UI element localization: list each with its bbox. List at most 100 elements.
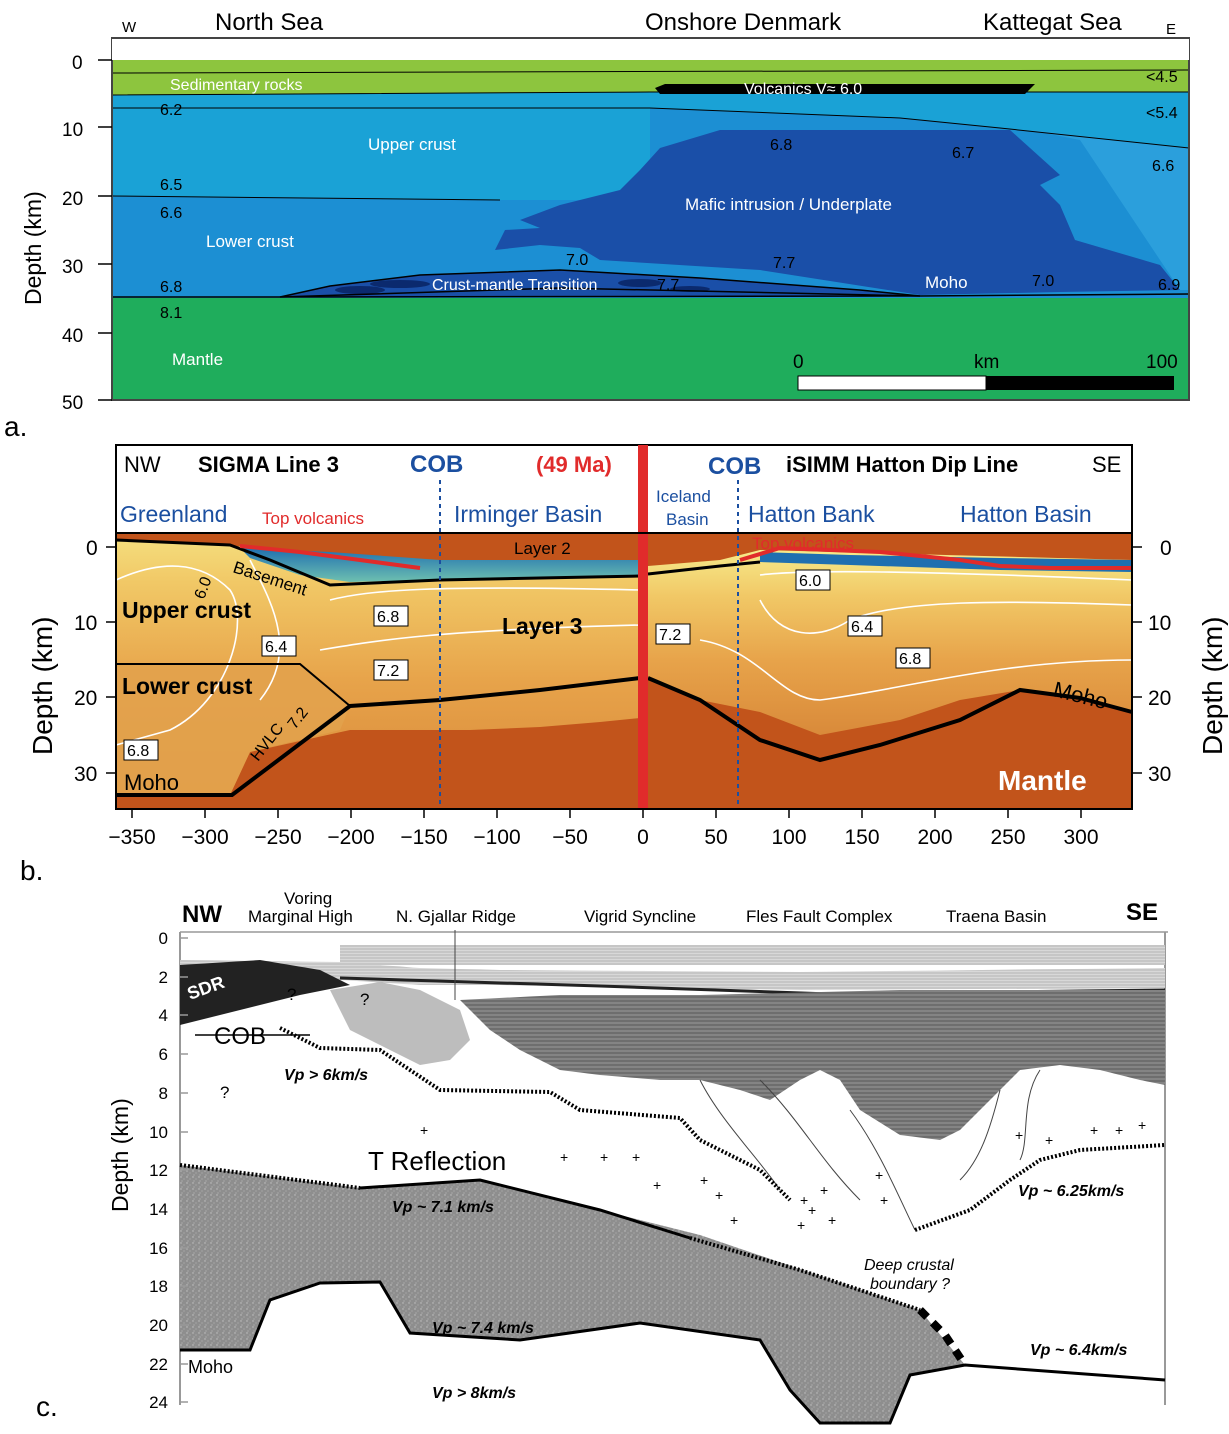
panel-c-vp625-boundary [914, 1143, 1166, 1232]
panel-b-x-tick: 300 [1063, 826, 1098, 849]
panel-c-vp8: Vp > 8km/s [432, 1385, 516, 1402]
panel-a-y-tick-10: 10 [62, 120, 83, 141]
panel-a-volcanics [655, 84, 1035, 94]
panel-a-east-block [1030, 130, 1189, 290]
panel-c-cob: COB [214, 1023, 266, 1050]
panel-b-y-tick-20-left: 20 [74, 687, 97, 710]
panel-b-region-hatton-bank: Hatton Bank [748, 501, 875, 527]
panel-a-label-lower-crust: Lower crust [206, 232, 294, 251]
panel-a-label-moho: Moho [925, 273, 968, 292]
panel-b-upper-crust: Upper crust [122, 597, 251, 623]
svg-text:+: + [700, 1172, 708, 1188]
panel-c-region-traena: Traena Basin [946, 907, 1046, 926]
panel-b-x-tick: −350 [108, 826, 155, 849]
panel-b-top-volcanics-east [739, 545, 1132, 570]
panel-a-scale-start: 0 [793, 352, 804, 373]
svg-text:+: + [1115, 1122, 1123, 1138]
panel-b-x-tick: 0 [637, 826, 649, 849]
panel-b-x-tick: 50 [704, 826, 727, 849]
panel-a-v77b: 7.7 [657, 277, 679, 294]
svg-text:+: + [1045, 1132, 1053, 1148]
panel-b-contour-64-east: 6.4 [851, 619, 873, 636]
panel-c-region-vigrid: Vigrid Syncline [584, 907, 696, 926]
panel-a-v70b: 7.0 [1032, 273, 1054, 290]
panel-c-question-1: ? [287, 985, 296, 1004]
svg-text:+: + [653, 1177, 661, 1193]
panel-b-header-box [115, 444, 1133, 534]
panel-b-layer3: Layer 3 [502, 613, 583, 639]
panel-c-y-tick: 16 [149, 1239, 168, 1258]
panel-a-v67: 6.7 [952, 145, 974, 162]
panel-a-v77a: 7.7 [773, 255, 795, 272]
panel-b [106, 444, 1142, 818]
svg-text:+: + [600, 1149, 608, 1165]
panel-c-y-tick: 22 [149, 1355, 168, 1374]
panel-a-scale-unit: km [974, 352, 999, 373]
panel-a-label-mafic: Mafic intrusion / Underplate [685, 195, 892, 214]
panel-a-letter: a. [4, 411, 27, 442]
panel-b-region-irminger: Irminger Basin [454, 501, 602, 527]
panel-b-x-tick: −50 [552, 826, 588, 849]
panel-b-contour-64-a: 6.4 [265, 639, 287, 656]
svg-text:+: + [880, 1192, 888, 1208]
panel-b-x-tick: −150 [400, 826, 447, 849]
panel-b-mantle: Mantle [998, 765, 1087, 796]
panel-b-y-axis-title-left: Depth (km) [27, 617, 58, 755]
panel-a-v62: 6.2 [160, 102, 182, 119]
svg-text:+: + [828, 1212, 836, 1228]
panel-b-contour-72-a: 7.2 [377, 663, 399, 680]
panel-a-v68: 6.8 [160, 279, 182, 296]
panel-c-vp6: Vp > 6km/s [284, 1067, 368, 1084]
panel-a-lt45: <4.5 [1146, 69, 1178, 86]
panel-a-y-axis-title: Depth (km) [20, 191, 46, 305]
panel-c-moho [180, 1280, 1166, 1425]
svg-text:+: + [820, 1182, 828, 1198]
panel-b-lower-crust: Lower crust [122, 673, 253, 699]
panel-a-v65: 6.5 [160, 177, 182, 194]
svg-text:+: + [875, 1167, 883, 1183]
panel-b-moho-east [647, 676, 1133, 763]
panel-c-y-tick-labels: 0 2 4 6 8 10 12 14 16 18 20 22 24 [149, 929, 168, 1412]
panel-c-region-gjallar: N. Gjallar Ridge [396, 907, 516, 926]
panel-b-nw: NW [124, 452, 161, 477]
svg-text:+: + [560, 1149, 568, 1165]
panel-b-line-right: iSIMM Hatton Dip Line [786, 452, 1018, 477]
panel-a-label-mantle: Mantle [172, 350, 223, 369]
panel-b-contour-60-east: 6.0 [799, 573, 821, 590]
panel-c-region-fles: Fles Fault Complex [746, 907, 893, 926]
panel-b-x-tick: −100 [473, 826, 520, 849]
panel-c-faults [454, 930, 1041, 1231]
panel-b-y-tick-30-left: 30 [74, 763, 97, 786]
panel-c-vp64: Vp ~ 6.4km/s [1030, 1342, 1127, 1359]
panel-b-region-hatton-basin: Hatton Basin [960, 501, 1092, 527]
panel-c-y-tick: 12 [149, 1161, 168, 1180]
panel-c-y-tick: 0 [159, 929, 168, 948]
panel-b-region-iceland-2: Basin [666, 510, 709, 529]
panel-b-cob-right: COB [708, 453, 761, 480]
panel-b-top-volcanics-west [239, 544, 421, 570]
panel-b-frame [115, 532, 1133, 810]
panel-b-contour-68-a: 6.8 [377, 609, 399, 626]
panel-c-question-2: ? [360, 990, 369, 1009]
panel-b-x-tick: 250 [990, 826, 1025, 849]
panel-c-y-tick: 14 [149, 1200, 168, 1219]
panel-b-y-axis-title-right: Depth (km) [1197, 617, 1228, 755]
panel-a-region-north-sea: North Sea [215, 9, 324, 36]
panel-c-deep-boundary [917, 1307, 969, 1368]
panel-a-v69: 6.9 [1158, 277, 1180, 294]
panel-b-se: SE [1092, 452, 1121, 477]
panel-b-letter: b. [20, 855, 43, 886]
panel-b-y-tick-0-left: 0 [86, 537, 98, 560]
panel-a-region-onshore: Onshore Denmark [645, 9, 842, 36]
svg-text:+: + [420, 1122, 428, 1138]
panel-a-mafic-intrusion [495, 130, 1180, 295]
svg-text:+: + [632, 1149, 640, 1165]
panel-a-lt54: <5.4 [1146, 105, 1178, 122]
panel-a-y-tick-30: 30 [62, 257, 83, 278]
panel-a-upper-crust [112, 92, 1189, 148]
panel-a-label-transition: Crust-mantle Transition [432, 277, 597, 294]
panel-b-x-ticks: −350 −300 −250 −200 −150 −100 −50 0 50 1… [108, 826, 1098, 849]
panel-c-y-axis-title: Depth (km) [107, 1098, 133, 1212]
panel-a-scale-end: 100 [1146, 352, 1178, 373]
